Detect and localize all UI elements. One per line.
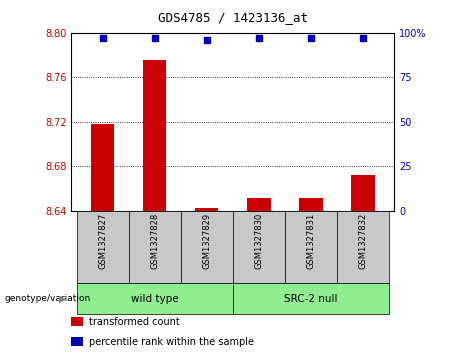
Text: GDS4785 / 1423136_at: GDS4785 / 1423136_at bbox=[158, 11, 308, 24]
Bar bbox=[233, 283, 389, 314]
Text: transformed count: transformed count bbox=[89, 317, 180, 327]
Bar bbox=[91, 124, 114, 211]
Text: SRC-2 null: SRC-2 null bbox=[284, 294, 337, 303]
Point bbox=[151, 35, 159, 41]
Bar bbox=[233, 211, 285, 283]
Text: GSM1327830: GSM1327830 bbox=[254, 213, 263, 269]
Bar bbox=[181, 211, 233, 283]
Bar bbox=[129, 211, 181, 283]
Bar bbox=[71, 337, 83, 346]
Text: GSM1327832: GSM1327832 bbox=[358, 213, 367, 269]
Bar bbox=[247, 198, 271, 211]
Point bbox=[99, 35, 106, 41]
Text: ▶: ▶ bbox=[59, 294, 66, 303]
Point bbox=[255, 35, 262, 41]
Bar bbox=[351, 175, 375, 211]
Text: genotype/variation: genotype/variation bbox=[5, 294, 91, 303]
Point bbox=[307, 35, 314, 41]
Bar bbox=[337, 211, 389, 283]
Text: wild type: wild type bbox=[131, 294, 178, 303]
Bar bbox=[299, 198, 323, 211]
Text: GSM1327828: GSM1327828 bbox=[150, 213, 159, 269]
Bar bbox=[77, 283, 233, 314]
Text: GSM1327827: GSM1327827 bbox=[98, 213, 107, 269]
Bar bbox=[143, 61, 166, 211]
Point bbox=[203, 37, 211, 43]
Text: GSM1327829: GSM1327829 bbox=[202, 213, 211, 269]
Bar bbox=[77, 211, 129, 283]
Bar bbox=[71, 317, 83, 326]
Bar bbox=[285, 211, 337, 283]
Point bbox=[359, 35, 366, 41]
Text: GSM1327831: GSM1327831 bbox=[307, 213, 315, 269]
Text: percentile rank within the sample: percentile rank within the sample bbox=[89, 337, 254, 347]
Bar bbox=[195, 208, 219, 211]
